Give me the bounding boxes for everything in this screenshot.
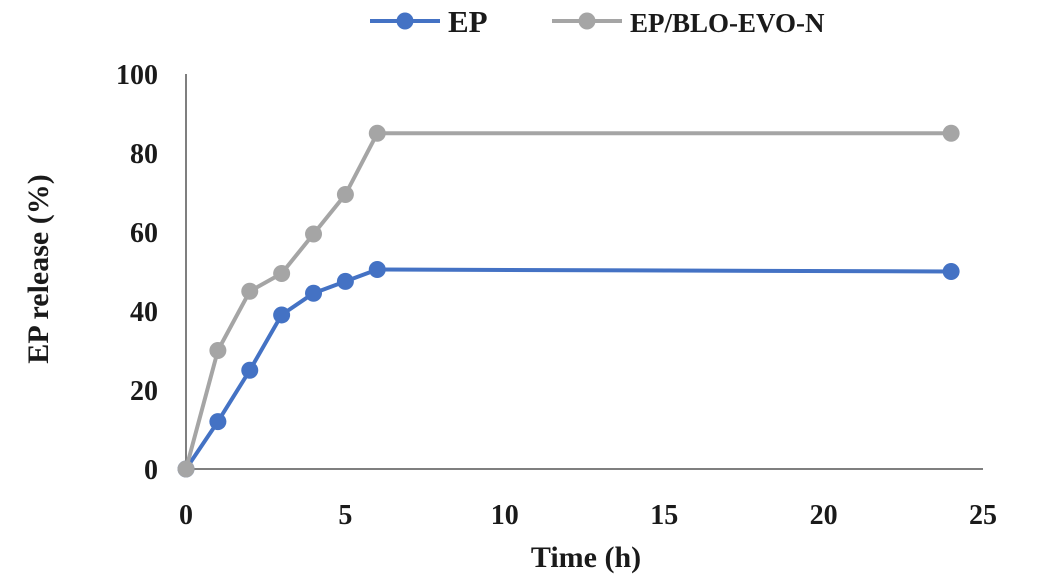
y-tick-label: 80 xyxy=(130,139,158,170)
legend-marker xyxy=(396,12,414,30)
y-tick-label: 0 xyxy=(144,455,158,486)
y-tick-label: 60 xyxy=(130,218,158,249)
series-ep xyxy=(177,261,960,478)
data-point xyxy=(177,460,195,478)
series-ep-blo-evo-n xyxy=(177,124,960,478)
data-point xyxy=(305,284,323,302)
y-tick-label: 40 xyxy=(130,297,158,328)
legend-label: EP/BLO-EVO-N xyxy=(630,8,825,38)
legend-entry: EP xyxy=(370,4,488,39)
data-point xyxy=(368,261,386,279)
data-point xyxy=(336,272,354,290)
data-point xyxy=(209,413,227,431)
legend-label: EP xyxy=(448,4,488,39)
tick-labels: 0 20 40 60 80 100 0 5 10 15 20 25 xyxy=(116,60,997,531)
x-tick-label: 20 xyxy=(810,500,838,531)
axes xyxy=(185,74,983,470)
legend-entry: EP/BLO-EVO-N xyxy=(552,8,825,38)
data-point xyxy=(241,361,259,379)
series-line xyxy=(184,267,952,471)
x-tick-label: 0 xyxy=(179,500,193,531)
x-tick-label: 15 xyxy=(650,500,678,531)
y-axis-label: EP release (%) xyxy=(22,174,55,363)
y-tick-label: 100 xyxy=(116,60,158,91)
series-layer xyxy=(177,124,960,478)
data-point xyxy=(942,124,960,142)
data-point xyxy=(305,225,323,243)
data-point xyxy=(273,306,291,324)
x-tick-label: 5 xyxy=(338,500,352,531)
data-point xyxy=(209,342,227,359)
x-tick-label: 25 xyxy=(969,500,997,531)
x-axis-label: Time (h) xyxy=(531,541,641,574)
y-tick-label: 20 xyxy=(130,376,158,407)
data-point xyxy=(942,263,960,280)
legend: EP EP/BLO-EVO-N xyxy=(370,4,825,39)
data-point xyxy=(273,264,291,282)
data-point xyxy=(336,185,354,203)
data-point xyxy=(368,124,386,142)
x-tick-label: 10 xyxy=(491,500,519,531)
legend-marker xyxy=(578,12,596,30)
series-line xyxy=(184,131,952,470)
data-point xyxy=(241,282,259,300)
